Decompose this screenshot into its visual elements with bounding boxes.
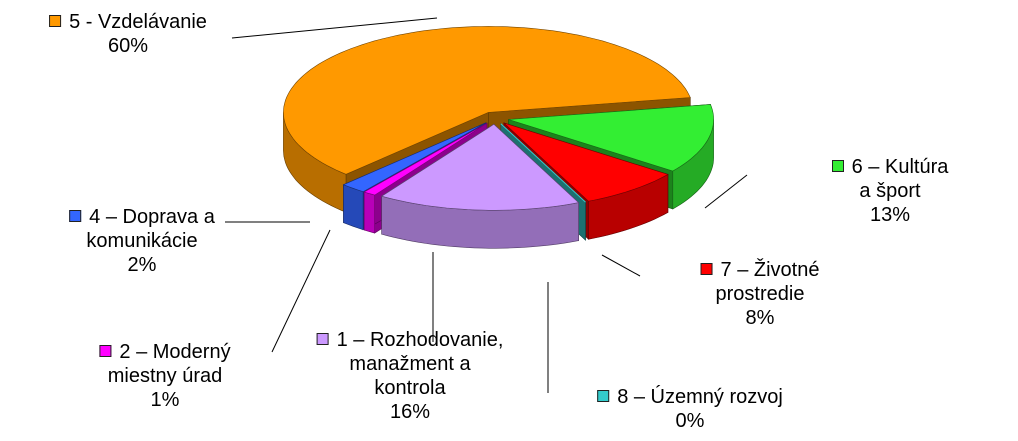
legend-marker <box>597 390 610 402</box>
category-label: 6 – Kultúra a šport <box>851 156 949 202</box>
category-label: 7 – Životné prostredie <box>715 259 820 305</box>
legend-marker <box>49 15 62 27</box>
value-label: 0% <box>675 410 705 432</box>
legend-marker <box>316 333 329 345</box>
value-label: 2% <box>127 254 157 276</box>
data-label: 1 – Rozhodovanie, manažment a kontrola 16… <box>316 328 504 424</box>
value-label: 60% <box>107 35 149 57</box>
data-label: 8 – Územný rozvoj 0% <box>597 385 783 433</box>
legend-marker <box>831 160 844 172</box>
data-label: 6 – Kultúra a šport 13% <box>826 155 954 227</box>
value-label: 1% <box>150 389 180 411</box>
value-label: 8% <box>745 307 775 329</box>
value-label: 16% <box>389 401 431 423</box>
leader-line <box>601 254 641 277</box>
category-label: 8 – Územný rozvoj <box>617 386 783 408</box>
pie-slice <box>342 122 487 193</box>
slice-wall <box>343 184 364 231</box>
category-label: 2 – Moderný miestny úrad <box>107 341 231 387</box>
data-label: 5 - Vzdelávanie 60% <box>49 10 207 58</box>
pie-slice <box>380 123 580 211</box>
slice-group <box>380 123 580 249</box>
category-label: 1 – Rozhodovanie, manažment a kontrola <box>336 329 504 399</box>
pie-slice <box>500 123 586 203</box>
leader-line <box>271 229 331 353</box>
leader-line <box>704 174 748 209</box>
category-label: 4 – Doprava a komunikácie <box>86 206 215 252</box>
legend-marker <box>700 263 713 275</box>
legend-marker <box>99 345 112 357</box>
category-label: 5 - Vzdelávanie <box>69 11 207 33</box>
slice-wall <box>363 191 375 234</box>
data-label: 7 – Životné prostredie 8% <box>700 258 820 330</box>
data-label: 2 – Moderný miestny úrad 1% <box>99 340 231 412</box>
pie-slice <box>503 122 669 202</box>
legend-marker <box>69 210 82 222</box>
data-label: 4 – Doprava a komunikácie 2% <box>69 205 215 277</box>
pie-slice <box>508 104 714 172</box>
pie-slice <box>363 122 488 196</box>
pie-slice <box>283 26 691 175</box>
value-label: 13% <box>869 204 911 226</box>
leader-line <box>231 17 438 39</box>
